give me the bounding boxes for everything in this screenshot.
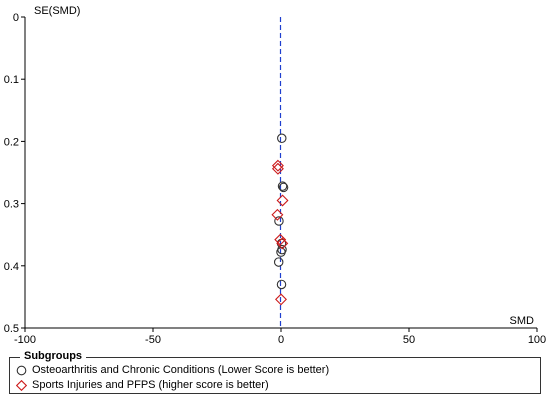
legend-title: Subgroups <box>20 350 87 362</box>
diamond-point <box>275 293 287 306</box>
diamond-marker-icon <box>16 379 27 391</box>
diamond-point <box>276 194 289 207</box>
y-axis-label: SE(SMD) <box>34 5 80 17</box>
x-tick-label: 50 <box>403 334 415 346</box>
x-tick-label: 100 <box>528 334 546 346</box>
legend-item-osteoarthritis: Osteoarthritis and Chronic Conditions (L… <box>16 363 329 377</box>
y-tick-label: 0.4 <box>4 261 19 273</box>
x-axis-label: SMD <box>510 315 535 327</box>
legend-item-sports-injuries: Sports Injuries and PFPS (higher score i… <box>16 378 269 392</box>
circle-point <box>278 182 289 193</box>
legend-label-osteoarthritis: Osteoarthritis and Chronic Conditions (L… <box>32 364 330 376</box>
circle-marker-icon <box>16 365 27 375</box>
circle-point <box>274 216 284 226</box>
x-tick-label: -100 <box>14 334 36 346</box>
legend: Subgroups Osteoarthritis and Chronic Con… <box>9 350 541 394</box>
y-tick-label: 0.2 <box>4 136 19 148</box>
legend-label-sports-injuries: Sports Injuries and PFPS (higher score i… <box>32 379 269 391</box>
diamond-point <box>271 159 284 172</box>
y-tick-label: 0.1 <box>4 74 19 86</box>
y-tick-label: 0.5 <box>4 323 19 335</box>
y-tick-label: 0 <box>13 12 19 24</box>
x-tick-label: -50 <box>145 334 161 346</box>
circle-point <box>277 133 287 144</box>
funnel-plot: SE(SMD) SMD 0 0.1 0.2 0.3 0.4 0.5 -100 -50 0 50 1… <box>4 5 546 346</box>
diamond-point <box>276 237 289 250</box>
circle-point <box>277 181 288 191</box>
diamond-point <box>271 208 284 221</box>
y-tick-label: 0.3 <box>4 199 19 211</box>
diamond-point <box>271 162 284 175</box>
circle-point <box>273 257 284 267</box>
circle-point <box>276 279 287 290</box>
x-tick-label: 0 <box>278 334 284 346</box>
diamond-point <box>274 233 287 246</box>
